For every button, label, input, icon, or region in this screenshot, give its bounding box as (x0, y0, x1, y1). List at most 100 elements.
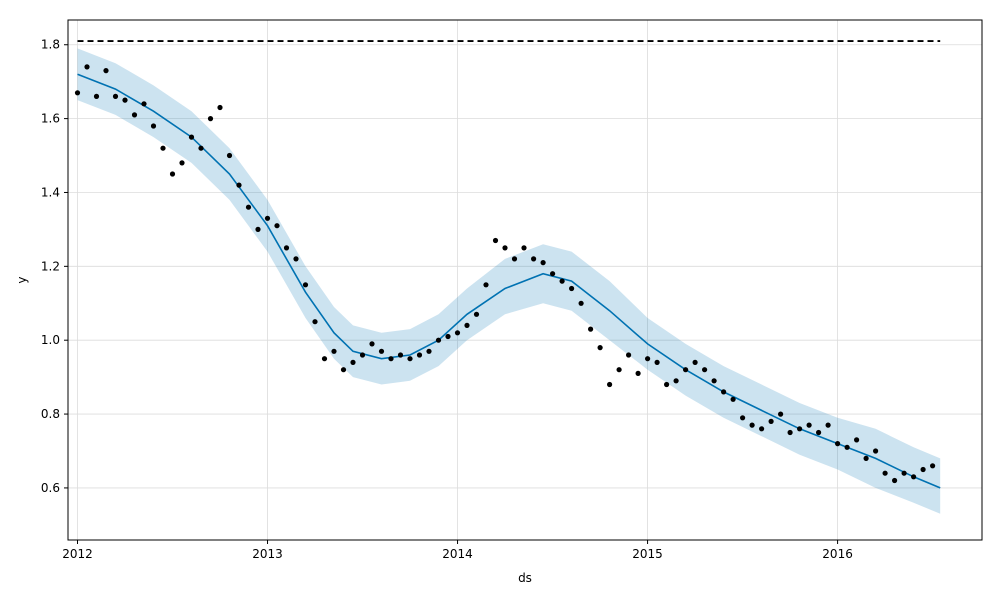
observed-point (873, 448, 879, 454)
x-tick-label: 2016 (822, 547, 853, 561)
observed-point (388, 356, 394, 362)
observed-point (806, 422, 812, 428)
observed-point (131, 112, 138, 118)
observed-point (207, 116, 214, 122)
observed-point (863, 455, 869, 461)
y-tick-label: 1.0 (41, 333, 60, 347)
observed-point (407, 356, 413, 362)
y-axis-label: y (15, 276, 29, 283)
observed-point (416, 352, 423, 358)
observed-point (797, 426, 803, 432)
observed-point (531, 256, 537, 262)
observed-point (730, 396, 736, 402)
observed-point (217, 104, 223, 111)
observed-point (435, 337, 442, 343)
observed-point (397, 352, 404, 358)
observed-point (920, 466, 926, 473)
observed-point (445, 333, 451, 340)
grid-layer (68, 20, 982, 540)
observed-point (74, 90, 81, 96)
observed-point (464, 322, 470, 328)
observed-point (378, 348, 385, 354)
observed-point (835, 441, 841, 447)
observed-point (103, 68, 109, 74)
observed-point (122, 97, 128, 103)
y-tick-label: 1.2 (41, 259, 60, 273)
observed-point (550, 271, 556, 277)
observed-point (350, 359, 356, 365)
plot-frame (67, 19, 983, 541)
observed-point (930, 463, 936, 469)
forecast-line-layer (77, 73, 941, 489)
uncertainty-band-layer (77, 48, 941, 514)
observed-point (654, 359, 660, 365)
observed-point (616, 367, 622, 373)
y-tick-label: 0.8 (41, 407, 60, 421)
observed-point (721, 389, 727, 395)
observed-point (692, 359, 698, 365)
x-axis-label: ds (518, 571, 532, 585)
observed-point (226, 152, 233, 159)
observed-point (255, 226, 261, 232)
observed-point (740, 415, 746, 421)
y-tick-label: 1.6 (41, 112, 60, 126)
observed-point (141, 101, 147, 107)
observed-point (454, 330, 461, 336)
observed-point (236, 182, 242, 188)
y-axis-ticks: 0.6 0.8 1.0 1.2 1.4 1.6 1.8 (41, 38, 68, 495)
x-axis-ticks: 2012 2013 2014 2015 2016 (62, 540, 853, 561)
observed-point (816, 429, 822, 436)
observed-point (854, 437, 860, 443)
observed-point (312, 319, 318, 325)
observed-point (673, 378, 679, 384)
observed-point (521, 245, 527, 251)
observed-point (93, 93, 100, 99)
observed-point (711, 378, 717, 384)
x-tick-label: 2012 (62, 547, 93, 561)
observed-point (768, 418, 774, 424)
observed-point (331, 348, 337, 354)
x-tick-label: 2015 (632, 547, 663, 561)
y-tick-label: 0.6 (41, 481, 60, 495)
observed-point (892, 477, 898, 484)
observed-point (112, 93, 119, 99)
observed-point (483, 282, 489, 288)
uncertainty-interval-band (77, 48, 941, 514)
observed-point (321, 356, 328, 362)
observed-point (198, 145, 204, 151)
observed-point (511, 256, 518, 262)
observed-point (626, 352, 632, 358)
observed-point (787, 429, 793, 436)
observed-point (559, 278, 565, 284)
observed-point (160, 145, 166, 151)
forecast-line (77, 73, 941, 489)
observed-point (293, 256, 299, 262)
observed-point (901, 470, 907, 476)
observed-point (635, 370, 641, 376)
observed-point (683, 367, 689, 373)
observed-point (150, 123, 157, 129)
observed-point (749, 422, 755, 428)
observed-point (369, 341, 375, 347)
observed-point (473, 311, 480, 317)
observed-point (302, 282, 309, 288)
x-tick-label: 2013 (252, 547, 283, 561)
observed-point (607, 381, 613, 388)
observed-point (245, 204, 252, 210)
observed-point (540, 260, 546, 266)
y-tick-label: 1.4 (41, 185, 60, 199)
observed-point (569, 285, 575, 292)
observed-point (188, 134, 195, 140)
observed-point (274, 223, 280, 229)
x-tick-label: 2014 (442, 547, 473, 561)
observed-point (778, 411, 784, 417)
observed-point (578, 300, 584, 306)
observed-point (502, 245, 508, 251)
observed-point (702, 367, 708, 373)
observed-point (426, 348, 432, 354)
observed-point (882, 470, 888, 476)
observed-point (283, 245, 290, 251)
y-tick-label: 1.8 (41, 38, 60, 52)
